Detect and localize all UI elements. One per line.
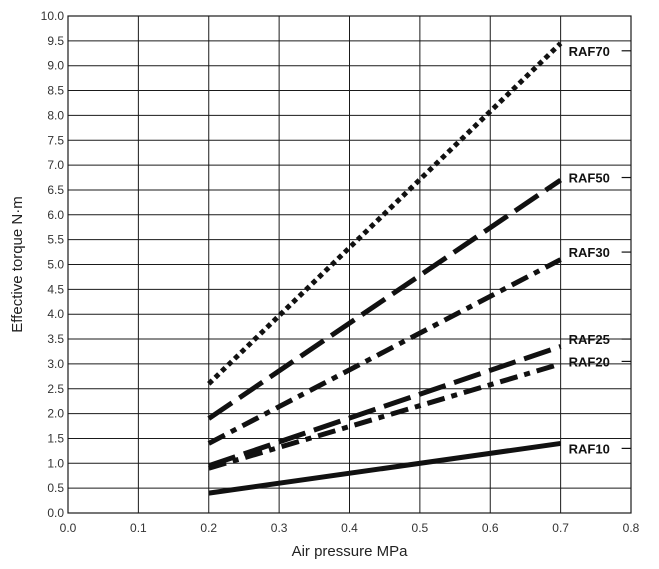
series-label-raf25: RAF25 [569,332,610,347]
y-tick-label: 8.0 [47,108,64,122]
y-tick-label: 3.5 [47,332,64,346]
y-tick-label: 6.0 [47,208,64,222]
y-tick-label: 5.5 [47,233,64,247]
y-tick-label: 8.5 [47,84,64,98]
x-tick-label: 0.0 [60,521,77,535]
plot-frame [67,15,632,514]
y-tick-label: 0.0 [47,506,64,520]
y-tick-label: 0.5 [47,481,64,495]
series-label-raf10: RAF10 [569,441,610,456]
series-label-raf70: RAF70 [569,44,610,59]
series-line-raf30 [207,257,562,446]
y-tick-label: 6.5 [47,183,64,197]
grid [67,15,632,514]
x-tick-label: 0.1 [130,521,147,535]
y-axis-title: Effective torque N·m [9,196,26,332]
y-tick-label: 9.0 [47,59,64,73]
x-tick-label: 0.6 [482,521,499,535]
x-axis-title: Air pressure MPa [292,543,409,560]
series-line-raf70 [207,41,563,386]
y-tick-labels: 0.0 0.5 1.0 1.5 2.0 2.5 3.0 3.5 4.0 4.5 5.0 5.5 6.0 6… [41,9,65,520]
x-tick-label: 0.4 [341,521,358,535]
y-tick-label: 3.0 [47,357,64,371]
y-tick-label: 1.0 [47,456,64,470]
y-tick-label: 7.0 [47,158,64,172]
series-line-raf20 [208,361,562,471]
y-tick-label: 2.0 [47,407,64,421]
y-tick-label: 7.5 [47,133,64,147]
x-tick-labels: 0.0 0.1 0.2 0.3 0.4 0.5 0.6 0.7 0.8 [60,521,640,535]
series-line-raf25 [207,344,562,469]
y-tick-label: 4.5 [47,282,64,296]
series-lines [207,41,563,496]
series-label-raf30: RAF30 [569,245,610,260]
x-tick-label: 0.2 [200,521,217,535]
series-line-raf50 [207,177,563,421]
x-tick-label: 0.3 [271,521,288,535]
y-tick-label: 9.5 [47,34,64,48]
series-label-raf20: RAF20 [569,354,610,369]
x-tick-label: 0.7 [552,521,569,535]
y-tick-label: 2.5 [47,382,64,396]
series-label-raf50: RAF50 [569,171,610,186]
series-labels: RAF70 RAF50 RAF30 RAF25 RAF20 RAF10 [569,44,631,456]
series-line-raf10 [208,440,561,496]
y-tick-label: 1.5 [47,431,64,445]
y-tick-label: 4.0 [47,307,64,321]
x-tick-label: 0.5 [412,521,429,535]
x-tick-label: 0.8 [623,521,640,535]
y-tick-label: 10.0 [41,9,65,23]
y-tick-label: 5.0 [47,258,64,272]
